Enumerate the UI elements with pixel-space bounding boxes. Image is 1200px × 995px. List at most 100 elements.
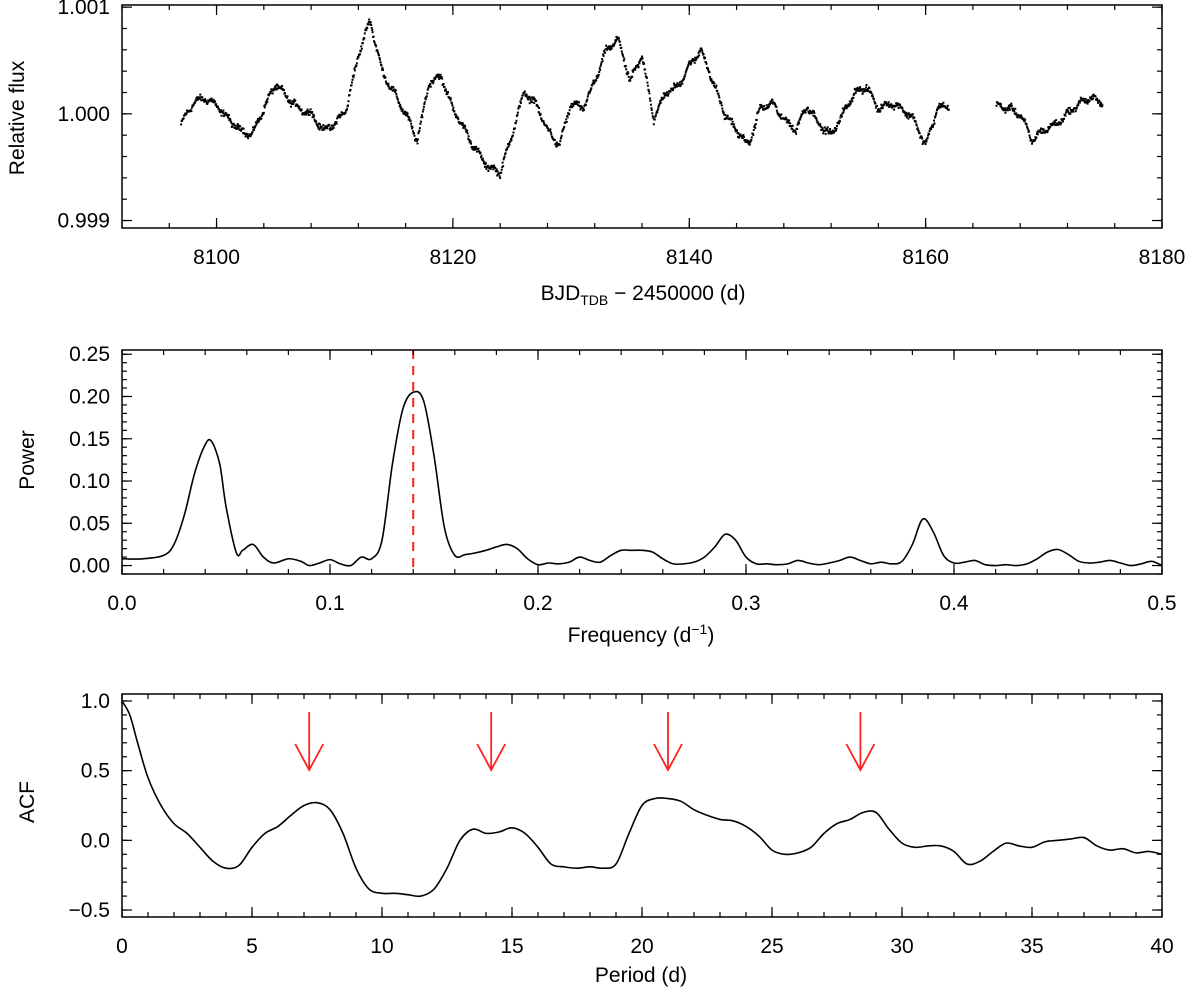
lightcurve-point (794, 129, 797, 132)
lightcurve-point (833, 130, 836, 133)
lightcurve-point (904, 113, 907, 116)
lightcurve-point (209, 99, 212, 102)
acf-x-axis-label: Period (d) (595, 964, 687, 987)
lightcurve-point (532, 98, 535, 101)
lightcurve-point (461, 122, 464, 125)
lightcurve-point (758, 107, 761, 110)
lightcurve-point (198, 96, 201, 99)
lightcurve-point (619, 44, 622, 46)
lightcurve-point (935, 111, 938, 114)
lightcurve-point (516, 113, 519, 116)
lightcurve-point (215, 103, 218, 106)
periodogram-x-axis-label-exponent: −1 (691, 621, 707, 637)
lightcurve-point (770, 101, 773, 104)
lightcurve-point (520, 98, 523, 101)
lightcurve-point (812, 114, 815, 117)
acf-y-axis-label: ACF (16, 781, 39, 823)
lightcurve-point (394, 89, 397, 92)
lightcurve-point (363, 37, 366, 40)
lightcurve-point (360, 45, 363, 48)
lightcurve-point (586, 95, 589, 98)
lightcurve-point (1030, 138, 1032, 141)
lightcurve-point (923, 141, 926, 144)
lightcurve-point (337, 115, 340, 118)
lightcurve-point (369, 21, 372, 24)
lightcurve-point (406, 114, 409, 117)
lightcurve-point (829, 128, 832, 130)
lightcurve-point (289, 105, 292, 108)
lightcurve-point (386, 84, 389, 87)
lightcurve-point (1052, 121, 1055, 124)
lightcurve-point (1006, 109, 1009, 112)
lightcurve-point (356, 57, 359, 60)
periodogram-x-tick-label: 0.0 (107, 592, 136, 615)
lightcurve-point (313, 118, 316, 121)
periodogram-panel: 0.0 0.1 0.2 0.3 0.4 0.5 0.00 0.05 0.10 0.15 0.20 0.… (16, 343, 1177, 647)
lightcurve-point (346, 108, 348, 111)
lightcurve-point (601, 60, 604, 63)
lightcurve-point (849, 102, 852, 105)
lightcurve-point (373, 40, 376, 43)
lightcurve-point (383, 74, 385, 77)
lightcurve-point (807, 111, 810, 114)
acf-x-tick-label: 0 (116, 935, 128, 958)
lightcurve-point (481, 158, 484, 161)
lightcurve-point (417, 132, 420, 135)
lightcurve-point (631, 75, 634, 78)
lightcurve-point (313, 114, 315, 117)
lightcurve-point (190, 110, 193, 113)
lightcurve-point (641, 57, 644, 60)
lightcurve-point (555, 141, 558, 144)
lightcurve-point (210, 97, 213, 100)
lightcurve-point (561, 130, 564, 133)
lightcurve-point (352, 76, 355, 79)
lightcurve-point (420, 114, 423, 117)
lightcurve-point (456, 116, 459, 119)
acf-y-tick-label: −0.5 (69, 899, 110, 922)
lightcurve-point (693, 59, 696, 62)
lightcurve-point (379, 61, 382, 64)
lightcurve-point (613, 41, 616, 44)
lightcurve-point (646, 81, 649, 84)
lightcurve-point (1055, 122, 1058, 125)
lightcurve-point (1039, 129, 1042, 132)
lightcurve-point (1055, 119, 1058, 122)
lightcurve-point (543, 122, 545, 125)
lightcurve-point (626, 71, 629, 74)
lightcurve-point (410, 122, 413, 125)
lightcurve-point (1002, 109, 1005, 112)
lightcurve-point (650, 108, 653, 111)
lightcurve-point (344, 111, 347, 114)
lightcurve-point (690, 62, 693, 65)
lightcurve-point (618, 39, 621, 42)
lightcurve-point (358, 54, 361, 57)
lightcurve-point (699, 50, 702, 53)
lightcurve-point (601, 58, 604, 61)
lightcurve-point (944, 105, 947, 108)
lightcurve-point (529, 97, 532, 100)
lightcurve-point (652, 123, 655, 126)
lightcurve-point (717, 92, 720, 95)
lightcurve-point (677, 83, 680, 86)
lightcurve-point (787, 121, 790, 124)
lightcurve-point (495, 168, 498, 171)
lightcurve-point (946, 104, 949, 107)
lightcurve-point (879, 109, 882, 112)
lightcurve-point (380, 64, 383, 67)
lightcurve-point (426, 92, 429, 95)
lightcurve-point (588, 91, 591, 94)
lightcurve-point (568, 109, 571, 112)
lightcurve-point (817, 122, 820, 125)
lightcurve-point (702, 53, 705, 56)
lightcurve-point (565, 121, 568, 123)
lightcurve-point (587, 93, 590, 96)
lightcurve-point (233, 123, 236, 126)
lightcurve-point (185, 112, 188, 115)
lightcurve-point (307, 111, 310, 114)
lightcurve-point (486, 166, 489, 169)
lightcurve-point (843, 107, 846, 110)
lightcurve-point (435, 76, 438, 79)
lightcurve-point (880, 103, 883, 106)
lightcurve-point (1046, 129, 1049, 132)
